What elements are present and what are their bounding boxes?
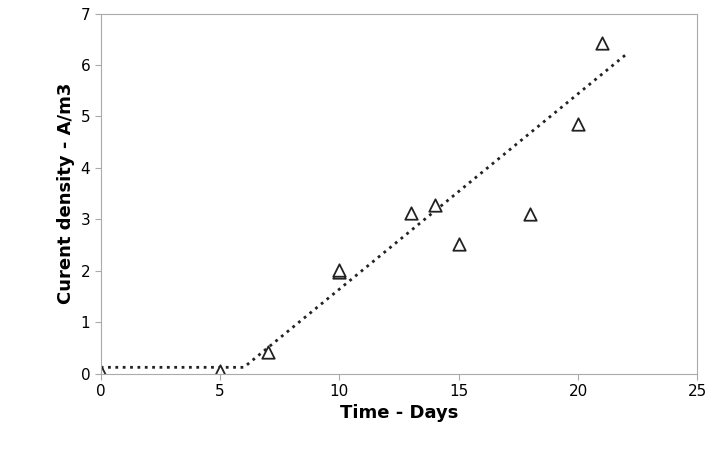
Y-axis label: Curent density - A/m3: Curent density - A/m3 [57,83,75,304]
Point [334,269,345,276]
Point [572,121,584,128]
Point [429,202,441,209]
Point [525,211,536,218]
Point [453,240,464,248]
Point [334,266,345,273]
Point [214,367,226,374]
X-axis label: Time - Days: Time - Days [340,405,458,423]
Point [596,39,608,46]
Point [262,348,273,356]
Point [406,209,417,216]
Point [95,369,106,376]
